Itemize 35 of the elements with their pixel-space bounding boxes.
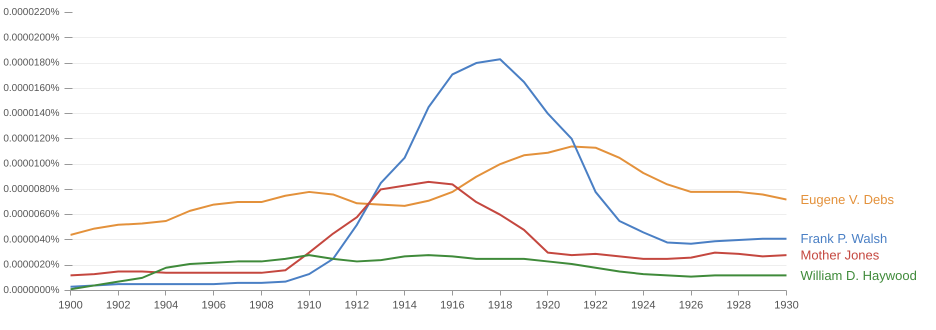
x-tick-label: 1912 <box>344 300 370 312</box>
line-series <box>70 58 786 288</box>
x-tick-label: 1922 <box>583 300 608 312</box>
x-tick-label: 1928 <box>726 300 752 312</box>
y-tick-label: 0.0000200% <box>3 32 60 44</box>
x-tick-label: 1900 <box>58 300 83 312</box>
x-tick-label: 1924 <box>631 300 656 312</box>
x-tick-label: 1920 <box>536 300 560 312</box>
y-tick-label: 0.0000120% <box>3 133 60 144</box>
series-label: Mother Jones <box>800 248 880 263</box>
x-tick-label: 1926 <box>678 300 704 312</box>
series-label: Frank P. Walsh <box>800 231 888 246</box>
x-tick-label: 1906 <box>201 300 226 312</box>
x-tick-label: 1930 <box>774 300 799 312</box>
x-tick-label: 1904 <box>154 300 178 312</box>
y-tick-label: 0.0000180% <box>3 58 60 69</box>
x-tick-label: 1916 <box>440 300 465 312</box>
x-tick-label: 1902 <box>106 300 130 312</box>
y-tick-label: 0.0000220% <box>3 7 60 18</box>
series-label: Eugene V. Debs <box>800 192 894 208</box>
y-tick-label: 0.0000140% <box>3 108 60 120</box>
x-tick-label: 1910 <box>296 300 322 312</box>
line-series <box>70 145 786 236</box>
y-tick-label: 0.0000040% <box>3 234 60 246</box>
line-series <box>70 180 786 276</box>
x-tick-label: 1918 <box>488 300 512 312</box>
x-tick-label: 1908 <box>249 300 274 312</box>
y-tick-label: 0.0000000% <box>3 285 60 296</box>
x-tick-label: 1914 <box>392 300 417 312</box>
y-tick-label: 0.0000060% <box>3 209 60 220</box>
series-label: William D. Haywood <box>800 268 917 283</box>
y-tick-label: 0.0000020% <box>3 260 60 271</box>
y-tick-label: 0.0000160% <box>3 82 60 94</box>
y-tick-label: 0.0000100% <box>3 158 60 170</box>
y-tick-label: 0.0000080% <box>3 184 60 195</box>
